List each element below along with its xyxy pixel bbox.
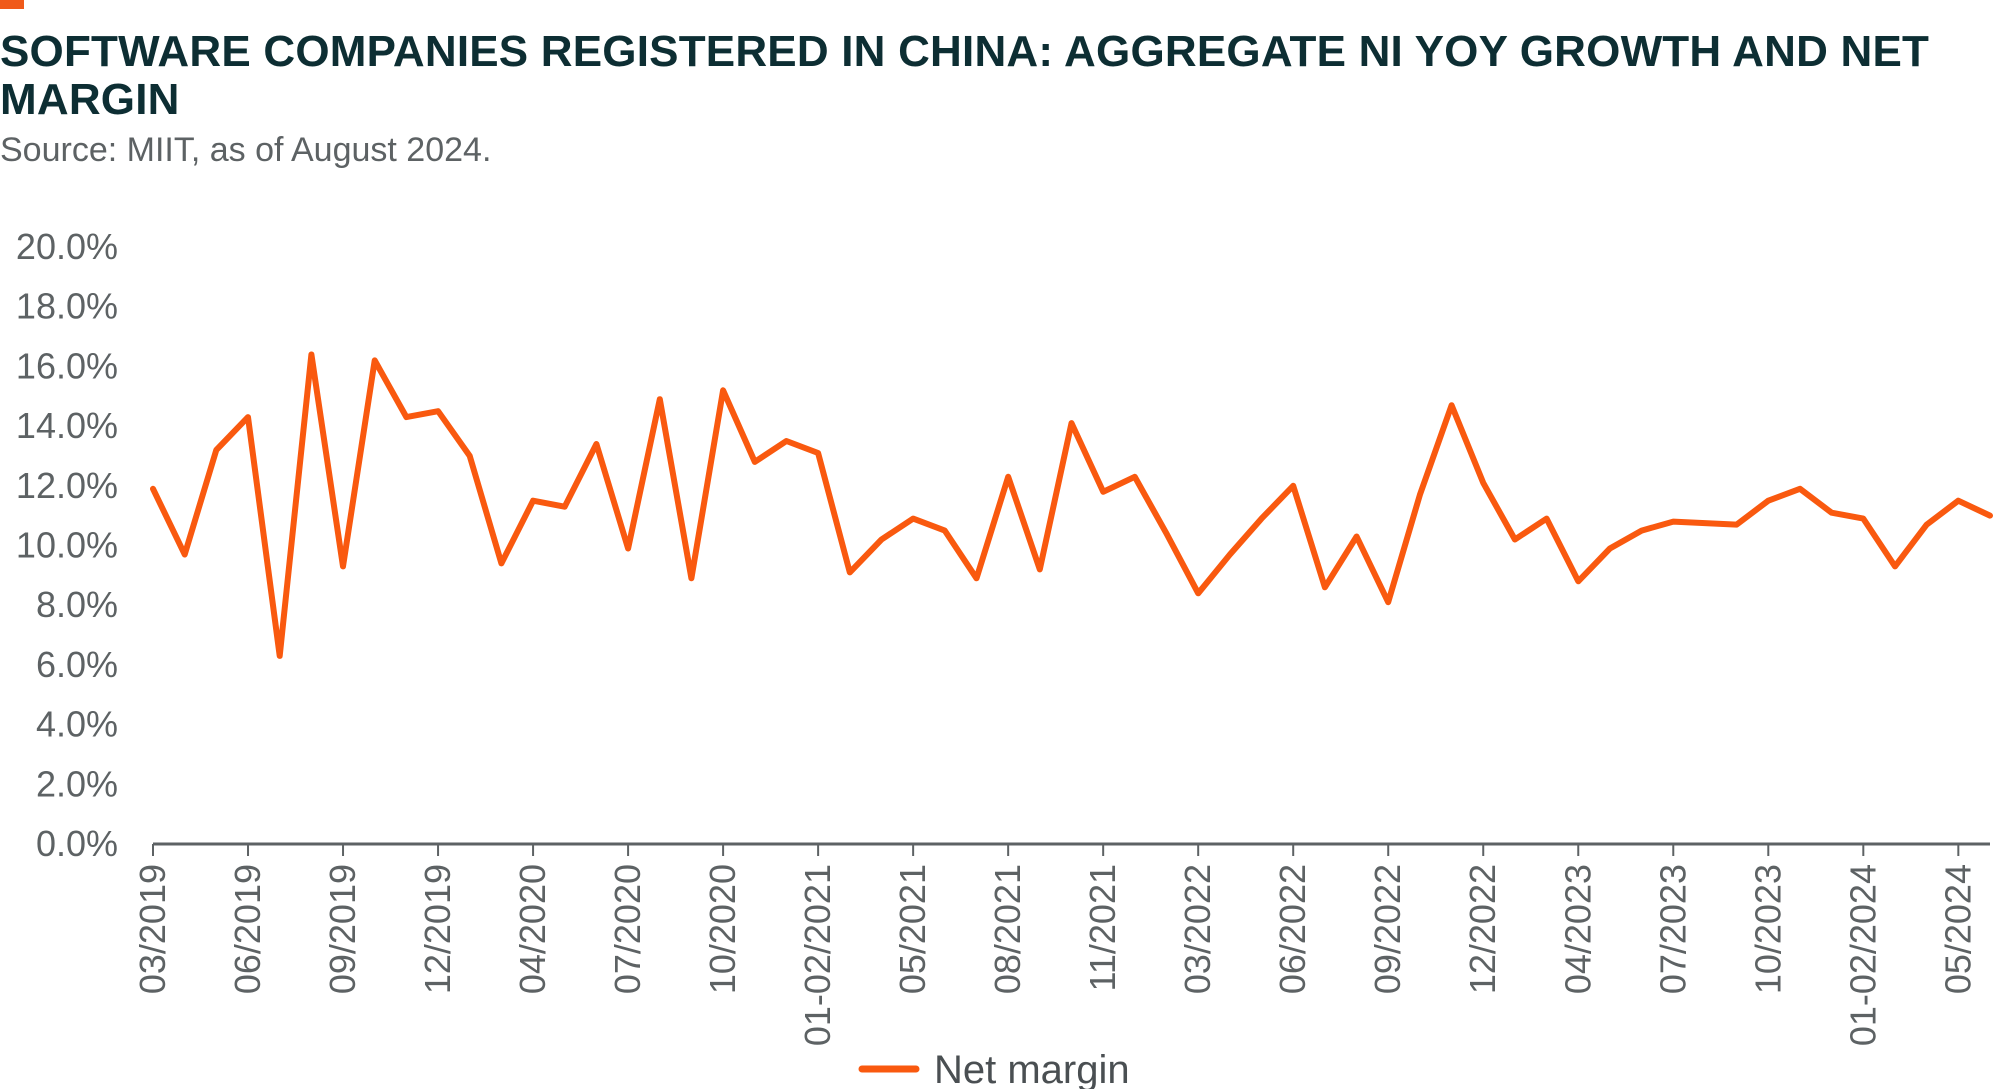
y-axis-tick-labels: 0.0% 2.0% 4.0% 6.0% 8.0% 10.0% 12.0% 14.0% 16.0%… <box>16 226 118 864</box>
x-tick-label: 06/2019 <box>227 864 268 994</box>
x-tick-label: 05/2021 <box>892 864 933 994</box>
y-tick-label: 16.0% <box>16 345 118 386</box>
y-tick-label: 8.0% <box>36 584 118 625</box>
y-tick-label: 20.0% <box>16 226 118 267</box>
chart-title: SOFTWARE COMPANIES REGISTERED IN CHINA: … <box>0 27 1930 124</box>
x-tick-label: 09/2022 <box>1367 864 1408 994</box>
legend-label-net-margin: Net margin <box>934 1048 1130 1089</box>
x-tick-label: 03/2022 <box>1177 864 1218 994</box>
x-tick-label: 01-02/2024 <box>1842 864 1883 1046</box>
y-tick-label: 12.0% <box>16 465 118 506</box>
y-tick-label: 10.0% <box>16 525 118 566</box>
y-tick-label: 14.0% <box>16 405 118 446</box>
x-tick-label: 04/2023 <box>1557 864 1598 994</box>
y-tick-label: 6.0% <box>36 644 118 685</box>
x-axis-tick-marks <box>152 844 1960 856</box>
x-tick-label: 05/2024 <box>1937 864 1978 994</box>
y-tick-label: 0.0% <box>36 823 118 864</box>
x-tick-label: 12/2022 <box>1462 864 1503 994</box>
x-tick-label: 07/2020 <box>607 864 648 994</box>
x-tick-label: 11/2021 <box>1082 864 1123 991</box>
x-tick-label: 09/2019 <box>322 864 363 994</box>
x-tick-label: 08/2021 <box>987 864 1028 994</box>
y-tick-label: 18.0% <box>16 286 118 327</box>
x-tick-label: 10/2023 <box>1747 864 1788 994</box>
net-margin-line <box>150 351 1993 659</box>
y-tick-label: 4.0% <box>36 704 118 745</box>
legend: Net margin <box>858 1048 1130 1089</box>
x-tick-label: 07/2023 <box>1652 864 1693 994</box>
x-tick-label: 03/2019 <box>132 864 173 994</box>
source-note: Source: MIIT, as of August 2024. <box>0 131 492 169</box>
x-tick-label: 12/2019 <box>417 864 458 994</box>
x-tick-label: 10/2020 <box>702 864 743 994</box>
x-tick-label: 04/2020 <box>512 864 553 994</box>
x-tick-label: 01-02/2021 <box>797 864 838 1046</box>
y-tick-label: 2.0% <box>36 763 118 804</box>
accent-bar <box>0 0 24 9</box>
x-axis-tick-labels: 03/2019 06/2019 09/2019 12/2019 04/2020 07/20… <box>132 864 1978 1046</box>
x-tick-label: 06/2022 <box>1272 864 1313 994</box>
